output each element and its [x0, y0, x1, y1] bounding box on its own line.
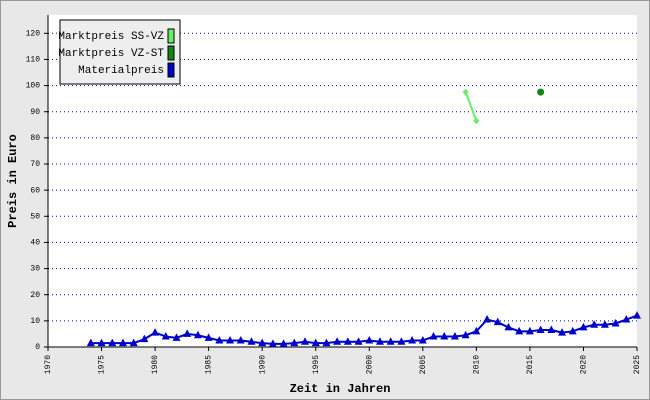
point	[193, 330, 202, 339]
point	[333, 337, 342, 345]
y-tick-label: 30	[30, 265, 40, 274]
point	[97, 338, 106, 347]
point	[462, 88, 469, 96]
point	[397, 337, 406, 345]
point	[86, 338, 95, 347]
point	[408, 335, 417, 344]
point	[161, 332, 170, 340]
point	[611, 318, 620, 327]
point	[151, 328, 160, 336]
point	[301, 337, 310, 345]
y-tick-label: 0	[35, 343, 40, 352]
point	[440, 332, 449, 340]
y-tick-label: 110	[26, 56, 41, 65]
point	[450, 332, 459, 340]
point	[386, 337, 395, 345]
point	[590, 320, 599, 328]
point	[258, 338, 267, 347]
point	[600, 320, 609, 328]
x-tick-label: 1980	[151, 355, 160, 374]
point	[483, 315, 492, 323]
point	[547, 325, 556, 334]
point	[268, 339, 277, 347]
point	[558, 328, 567, 336]
point	[108, 338, 117, 347]
point	[129, 338, 138, 347]
legend: Marktpreis SS-VZ Marktpreis VZ-ST Material…	[58, 19, 181, 85]
y-tick-label: 100	[26, 82, 41, 91]
point	[215, 335, 224, 344]
point	[279, 339, 288, 347]
x-tick-label: 2025	[633, 355, 642, 374]
point	[472, 326, 481, 335]
point	[429, 332, 438, 340]
y-tick-label: 80	[30, 134, 40, 143]
point	[622, 315, 631, 323]
x-tick-label: 2000	[365, 355, 374, 374]
point	[322, 338, 331, 347]
point	[172, 333, 181, 341]
x-tick-label: 2020	[580, 355, 589, 374]
point	[536, 325, 545, 334]
point	[226, 335, 235, 344]
point	[515, 326, 524, 335]
point	[118, 338, 127, 347]
legend-label: Materialpreis	[78, 65, 164, 77]
point	[204, 333, 213, 341]
y-tick-label: 120	[26, 29, 41, 38]
x-tick-label: 1975	[98, 355, 107, 374]
point	[418, 335, 427, 344]
point	[140, 334, 149, 343]
legend-label: Marktpreis SS-VZ	[58, 31, 164, 43]
x-tick-label: 1985	[205, 355, 214, 374]
point	[311, 338, 320, 347]
point	[504, 322, 513, 331]
point	[568, 326, 577, 335]
x-tick-label: 1970	[44, 355, 53, 374]
y-axis-title: Preis in Euro	[6, 134, 20, 228]
x-tick-label: 2005	[419, 355, 428, 374]
y-tick-label: 10	[30, 317, 40, 326]
y-tick-label: 40	[30, 239, 40, 248]
legend-swatch	[167, 62, 175, 78]
x-tick-label: 2010	[472, 355, 481, 374]
series-line	[90, 314, 638, 345]
point	[290, 338, 299, 347]
point	[375, 337, 384, 345]
point	[525, 326, 534, 335]
y-tick-label: 70	[30, 160, 40, 169]
series-line	[464, 91, 478, 122]
legend-swatch	[167, 28, 175, 44]
x-tick-label: 1995	[312, 355, 321, 374]
point	[537, 88, 545, 96]
point	[461, 330, 470, 339]
y-tick-label: 90	[30, 108, 40, 117]
point	[354, 337, 363, 345]
legend-swatch	[167, 45, 175, 61]
point	[183, 329, 192, 337]
point	[633, 311, 641, 319]
point	[473, 117, 480, 125]
legend-box	[59, 19, 181, 85]
y-tick-label: 20	[30, 291, 40, 300]
x-axis-title: Zeit in Jahren	[290, 382, 391, 396]
point	[365, 335, 374, 344]
x-tick-label: 1990	[258, 355, 267, 374]
point	[247, 337, 256, 345]
point	[343, 337, 352, 345]
point	[236, 335, 245, 344]
y-tick-label: 60	[30, 186, 40, 195]
x-tick-label: 2015	[526, 355, 535, 374]
y-tick-label: 50	[30, 212, 40, 221]
point	[579, 322, 588, 331]
legend-label: Marktpreis VZ-ST	[58, 48, 164, 60]
point	[493, 317, 502, 326]
